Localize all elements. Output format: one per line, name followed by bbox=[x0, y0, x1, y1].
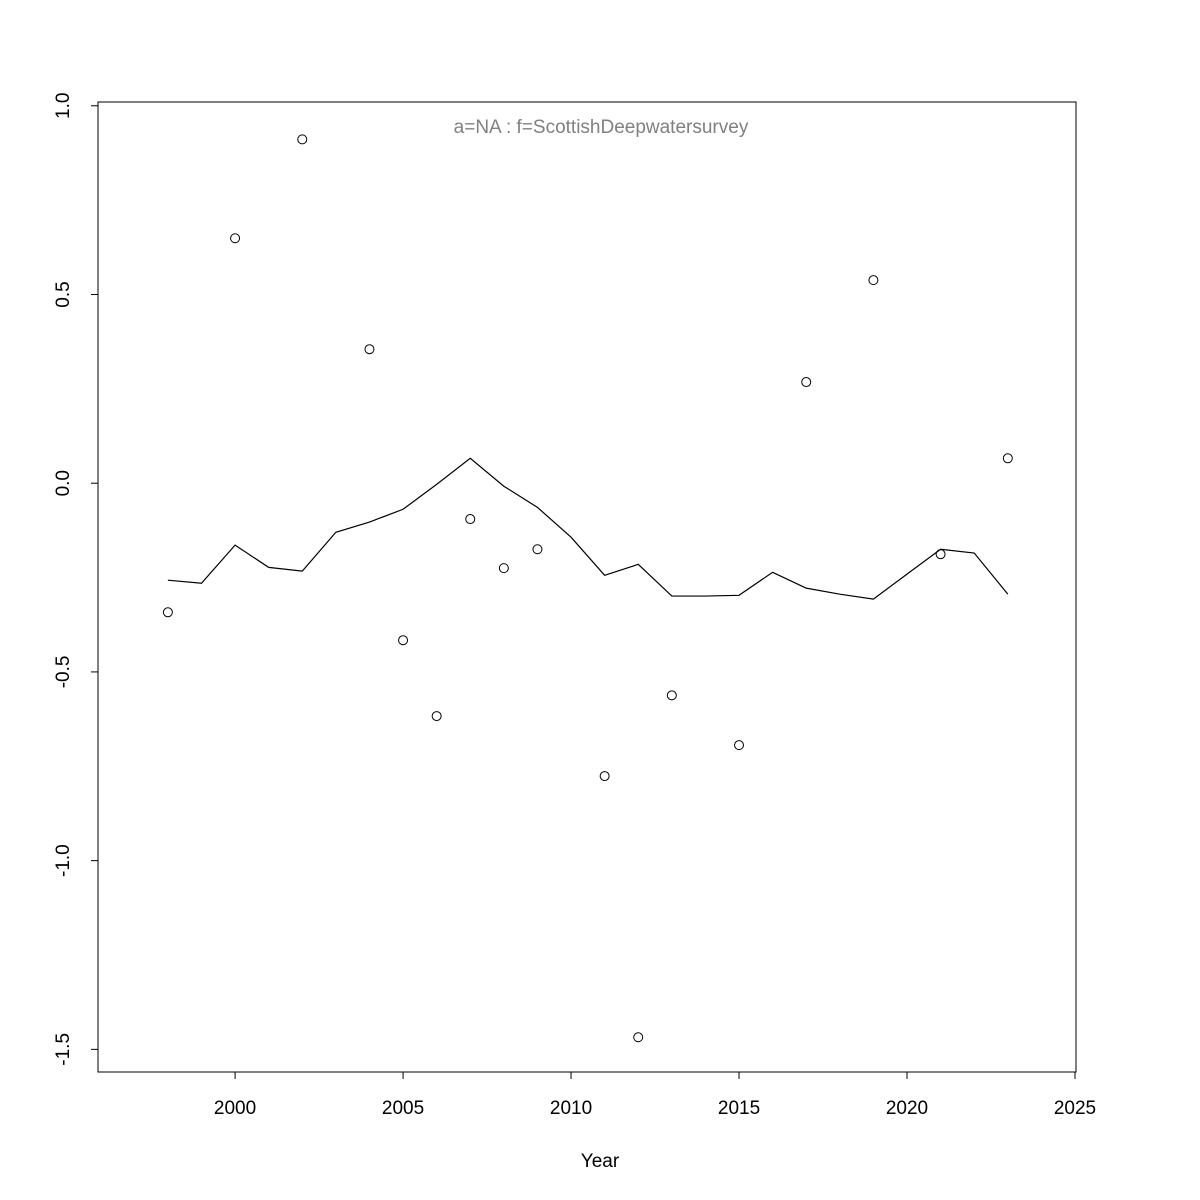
data-point bbox=[868, 275, 879, 286]
y-tick-label: -1.0 bbox=[53, 844, 74, 877]
data-point bbox=[465, 514, 476, 525]
data-point bbox=[431, 711, 442, 722]
data-point bbox=[532, 544, 543, 555]
data-point bbox=[230, 233, 241, 244]
data-point bbox=[398, 635, 409, 646]
trend-line bbox=[167, 457, 1009, 600]
data-point bbox=[666, 690, 677, 701]
y-tick-label: -0.5 bbox=[53, 656, 74, 689]
y-tick-label: 0.5 bbox=[53, 281, 74, 307]
data-point bbox=[1002, 453, 1013, 464]
y-tick-label: 0.0 bbox=[53, 470, 74, 496]
data-point bbox=[734, 740, 745, 751]
data-point bbox=[599, 771, 610, 782]
x-axis-label: Year bbox=[581, 1151, 620, 1172]
data-point bbox=[498, 563, 509, 574]
data-point bbox=[801, 377, 812, 388]
x-tick-label: 2000 bbox=[214, 1098, 256, 1119]
x-tick-label: 2025 bbox=[1054, 1098, 1096, 1119]
x-tick-label: 2010 bbox=[550, 1098, 592, 1119]
y-tick-label: 1.0 bbox=[53, 93, 74, 119]
data-point bbox=[297, 134, 308, 145]
data-point bbox=[633, 1032, 644, 1043]
plot-frame bbox=[97, 101, 1077, 1073]
y-tick-label: -1.5 bbox=[53, 1033, 74, 1066]
x-tick-label: 2020 bbox=[886, 1098, 928, 1119]
x-tick-label: 2005 bbox=[382, 1098, 424, 1119]
data-point bbox=[162, 607, 173, 618]
data-point bbox=[935, 549, 946, 560]
chart-title: a=NA : f=ScottishDeepwatersurvey bbox=[454, 117, 749, 138]
x-tick-label: 2015 bbox=[718, 1098, 760, 1119]
data-point bbox=[364, 344, 375, 355]
